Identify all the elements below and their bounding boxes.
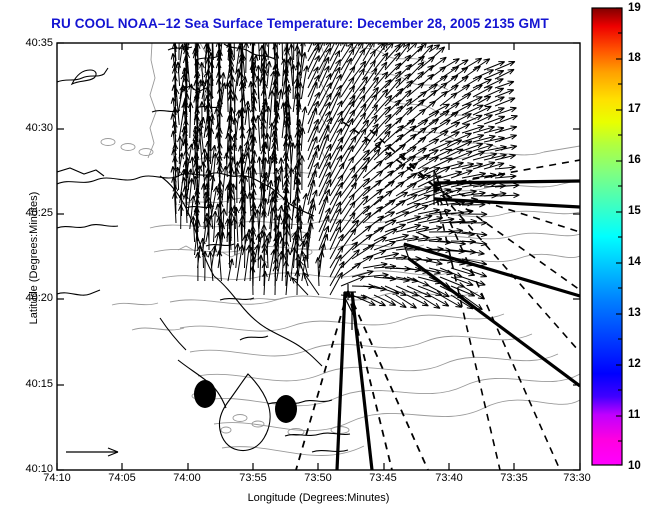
x-axis-label: Longitude (Degrees:Minutes) <box>247 492 390 504</box>
x-tick-5: 73:45 <box>369 472 397 484</box>
colorbar-tick-19: 19 <box>628 2 641 14</box>
x-tick-8: 73:30 <box>563 472 591 484</box>
colorbar-tick-16: 16 <box>628 154 641 166</box>
y-tick-2: 40:25 <box>25 207 53 219</box>
colorbar-tick-18: 18 <box>628 52 641 64</box>
y-tick-1: 40:30 <box>25 122 53 134</box>
x-tick-0: 74:10 <box>43 472 71 484</box>
colorbar-gradient <box>592 8 622 465</box>
x-tick-3: 73:55 <box>239 472 267 484</box>
x-tick-4: 73:50 <box>304 472 332 484</box>
y-tick-3: 40:20 <box>25 292 53 304</box>
page-title: RU COOL NOAA–12 Sea Surface Temperature:… <box>51 16 549 31</box>
colorbar-ticks <box>616 7 622 466</box>
colorbar-tick-13: 13 <box>628 307 641 319</box>
y-tick-0: 40:35 <box>25 37 53 49</box>
colorbar-tick-11: 11 <box>628 409 641 421</box>
plot-background <box>57 43 580 470</box>
x-tick-6: 73:40 <box>435 472 463 484</box>
y-tick-5: 40:10 <box>25 463 53 475</box>
x-tick-7: 73:35 <box>500 472 528 484</box>
colorbar-tick-14: 14 <box>628 256 641 268</box>
colorbar-tick-10: 10 <box>628 460 641 472</box>
station-marker-1 <box>194 380 216 408</box>
station-marker-2 <box>275 395 297 423</box>
colorbar-tick-15: 15 <box>628 205 641 217</box>
colorbar-tick-17: 17 <box>628 103 641 115</box>
radar-beams-solid <box>335 179 580 470</box>
vector-scale-arrow <box>66 447 119 457</box>
x-tick-2: 74:00 <box>173 472 201 484</box>
colorbar-tick-12: 12 <box>628 358 641 370</box>
axis-ticks <box>56 42 581 471</box>
radar-site-b-detail <box>344 284 356 330</box>
x-tick-1: 74:05 <box>108 472 136 484</box>
y-tick-4: 40:15 <box>25 378 53 390</box>
